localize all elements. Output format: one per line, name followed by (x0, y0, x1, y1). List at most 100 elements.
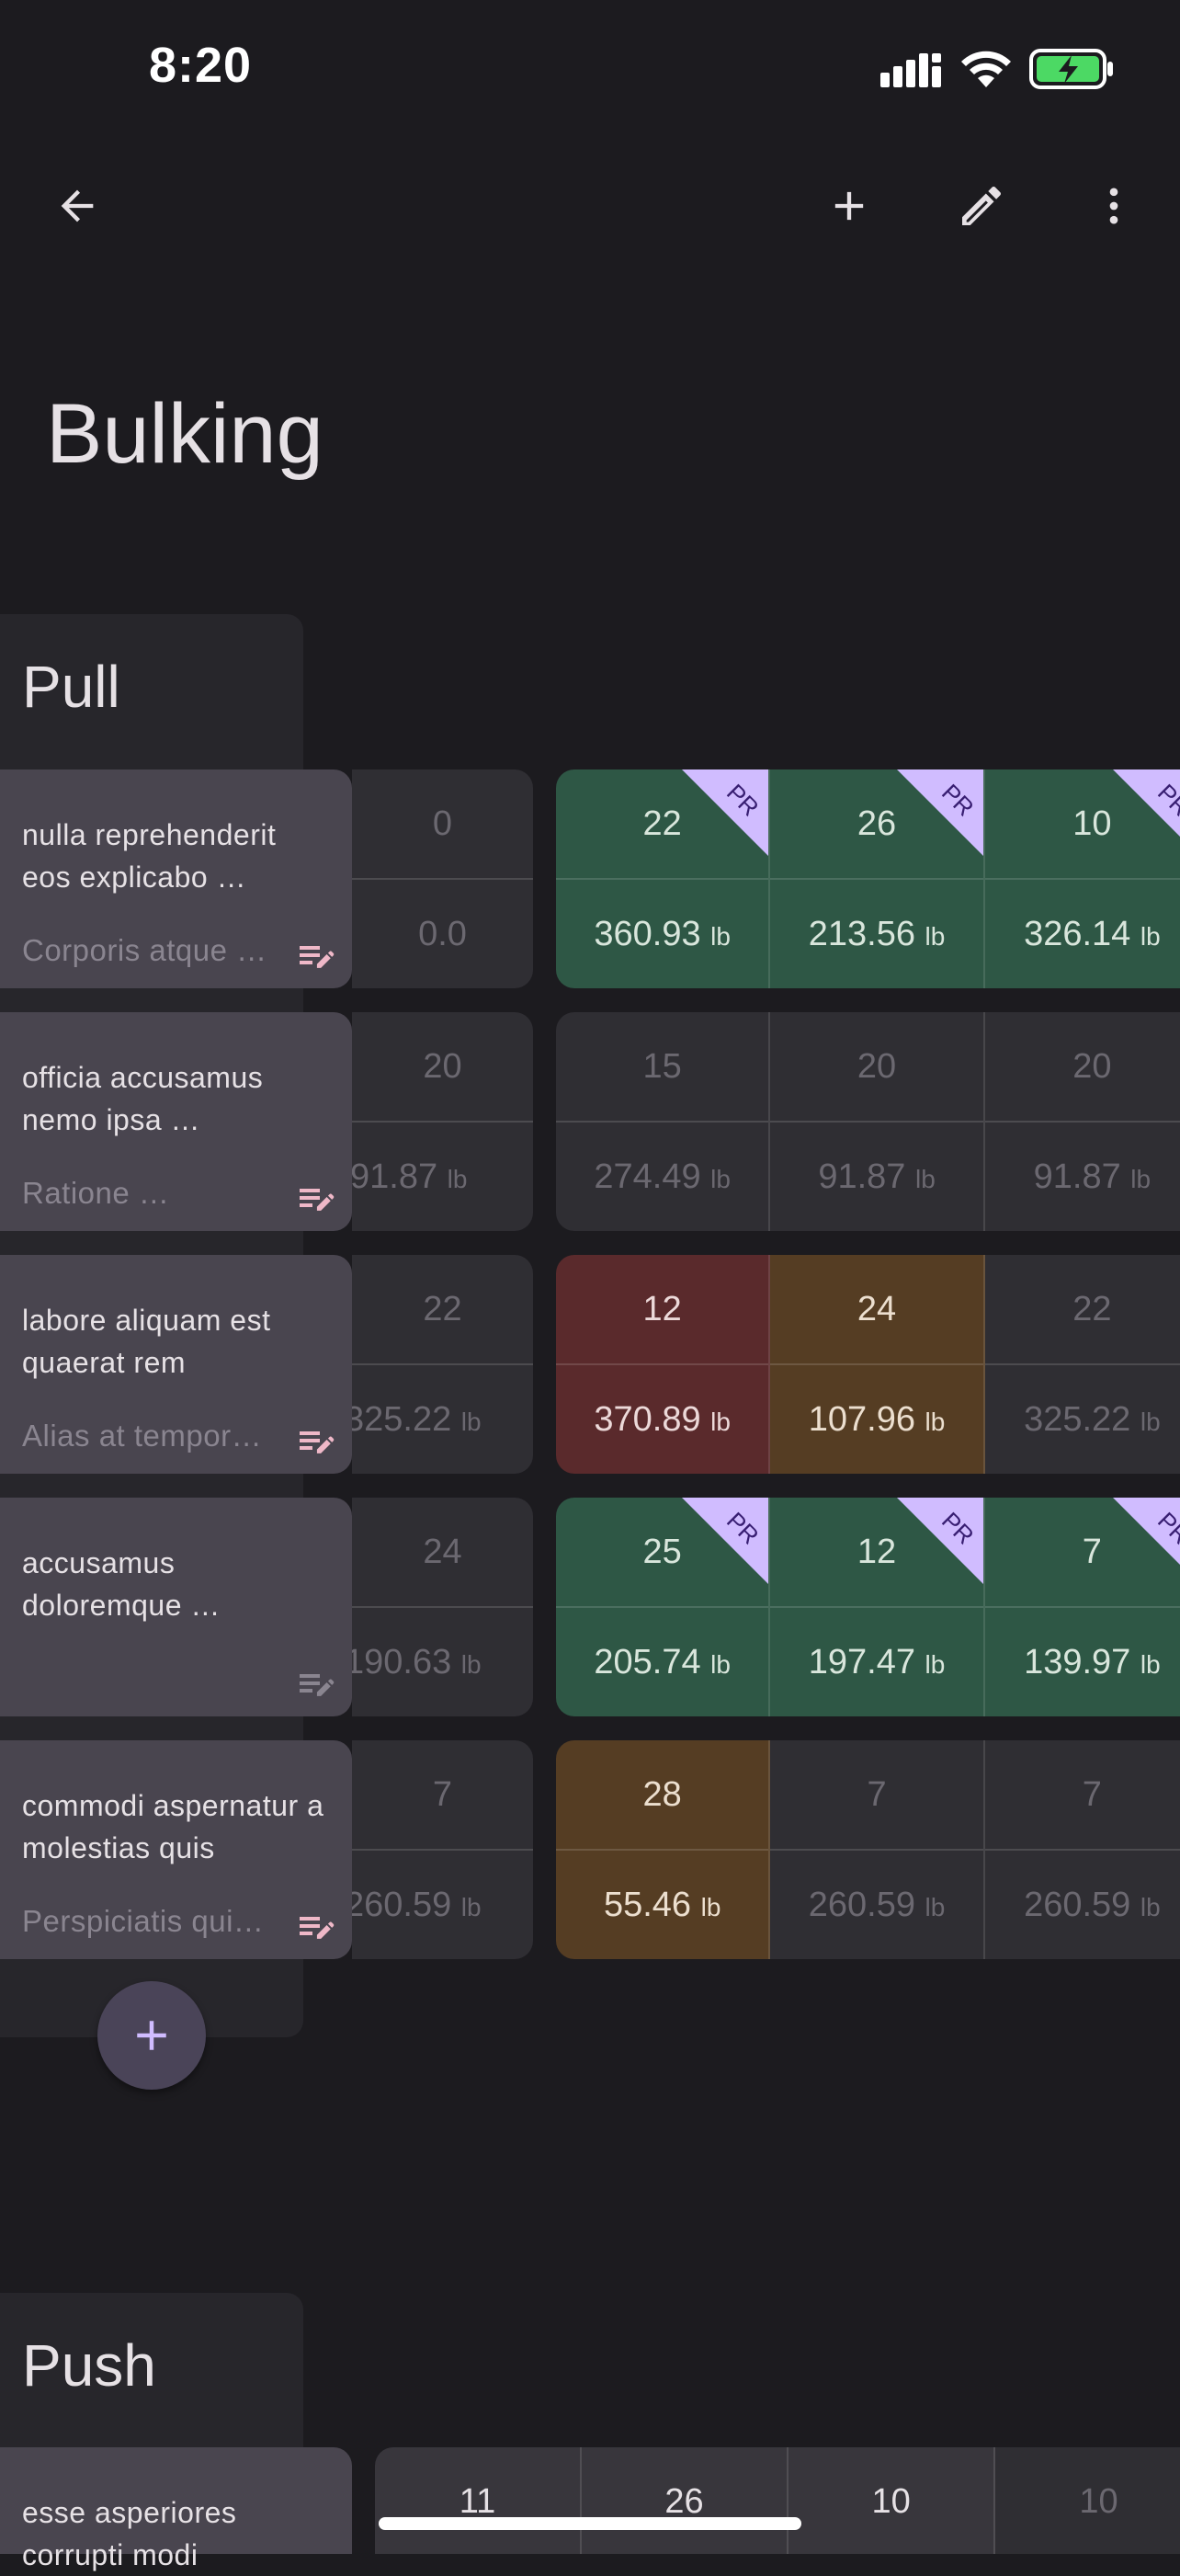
set-cell[interactable]: 22 325.22 lb (984, 1255, 1180, 1474)
back-button[interactable] (33, 162, 121, 250)
previous-reps: 0 (352, 769, 533, 880)
set-cell[interactable]: PR 25 205.74 lb (556, 1498, 771, 1716)
exercise-card[interactable]: officia accusamus nemo ipsa … Ratione … (0, 1012, 352, 1231)
exercise-card[interactable]: accusamus doloremque … (0, 1498, 352, 1716)
previous-weight: 190.63 lb (352, 1643, 482, 1681)
set-weight: 213.56 lb (808, 915, 946, 953)
set-cell[interactable]: 10 (995, 2447, 1180, 2554)
set-row: 11 26 10 10 (375, 2447, 1180, 2554)
set-weight: 260.59 lb (808, 1886, 946, 1924)
set-cell[interactable]: 28 55.46 lb (556, 1740, 771, 1959)
pencil-icon (962, 186, 1002, 225)
previous-set[interactable]: 0 0.0 (352, 769, 533, 988)
set-weight: 139.97 lb (1024, 1643, 1161, 1681)
arrow-left-icon (61, 189, 94, 222)
previous-reps: 24 (352, 1498, 533, 1608)
set-cell[interactable]: 24 107.96 lb (770, 1255, 985, 1474)
set-reps: 10 (1079, 2482, 1118, 2521)
set-weight: 260.59 lb (1024, 1886, 1161, 1924)
set-reps: 10 (984, 769, 1180, 880)
set-cell[interactable]: PR 26 213.56 lb (770, 769, 985, 988)
previous-reps: 7 (352, 1740, 533, 1851)
set-reps: 26 (770, 769, 983, 880)
set-row: 12 370.89 lb 24 107.96 lb 22 325.22 lb (556, 1255, 1180, 1474)
previous-weight: 325.22 lb (352, 1400, 482, 1439)
exercise-name: labore aliquam est quaerat rem (22, 1304, 271, 1379)
edit-note-icon[interactable] (294, 935, 338, 979)
edit-note-icon[interactable] (294, 1178, 338, 1222)
set-cell[interactable]: 7 260.59 lb (984, 1740, 1180, 1959)
cellular-signal-icon (880, 53, 941, 87)
set-cell[interactable]: 11 (375, 2447, 583, 2554)
exercise-note: Alias at tempor… (22, 1419, 263, 1453)
exercise-name: accusamus doloremque … (22, 1546, 221, 1622)
exercise-name: esse asperiores corrupti modi (22, 2496, 237, 2571)
exercise-note: Corporis atque … (22, 933, 267, 967)
set-reps: 22 (556, 769, 769, 880)
set-weight: 370.89 lb (594, 1400, 731, 1439)
status-icons (880, 48, 1116, 90)
set-cell[interactable]: PR 10 326.14 lb (984, 769, 1180, 988)
set-reps: 7 (770, 1740, 983, 1851)
page-title: Bulking (46, 387, 323, 481)
add-exercise-button[interactable] (97, 1981, 206, 2090)
set-weight: 107.96 lb (808, 1400, 946, 1439)
section-title-pull: Pull (22, 654, 120, 720)
set-cell[interactable]: 10 (789, 2447, 996, 2554)
set-weight: 205.74 lb (594, 1643, 731, 1681)
set-cell[interactable]: 12 370.89 lb (556, 1255, 771, 1474)
previous-weight: 91.87 lb (352, 1157, 468, 1196)
set-row: PR 22 360.93 lb PR 26 213.56 lb PR 10 32… (556, 769, 1180, 988)
plus-icon (834, 191, 864, 221)
exercise-card[interactable]: labore aliquam est quaerat rem Alias at … (0, 1255, 352, 1474)
set-cell[interactable]: 26 (582, 2447, 789, 2554)
edit-note-icon[interactable] (294, 1906, 338, 1950)
wifi-icon (961, 51, 1011, 87)
set-cell[interactable]: PR 12 197.47 lb (770, 1498, 985, 1716)
set-reps: 15 (556, 1012, 769, 1123)
exercise-note: Perspiciatis qui… (22, 1904, 265, 1938)
edit-note-icon[interactable] (294, 1420, 338, 1465)
plus-icon (137, 2021, 166, 2050)
set-weight: 274.49 lb (594, 1157, 731, 1196)
set-cell[interactable]: 15 274.49 lb (556, 1012, 771, 1231)
edit-note-icon[interactable] (294, 1663, 338, 1707)
add-button[interactable] (805, 162, 893, 250)
more-options-button[interactable] (1070, 162, 1158, 250)
set-reps: 28 (556, 1740, 769, 1851)
set-weight: 360.93 lb (594, 915, 731, 953)
set-row: 15 274.49 lb 20 91.87 lb 20 91.87 lb (556, 1012, 1180, 1231)
set-reps: 11 (459, 2482, 496, 2521)
pr-badge: PR (1113, 1498, 1180, 1584)
previous-set[interactable]: 7 260.59 lb (352, 1740, 533, 1959)
edit-button[interactable] (937, 162, 1026, 250)
exercise-card[interactable]: esse asperiores corrupti modi (0, 2447, 352, 2571)
previous-set[interactable]: 22 325.22 lb (352, 1255, 533, 1474)
set-cell[interactable]: PR 7 139.97 lb (984, 1498, 1180, 1716)
previous-reps: 20 (352, 1012, 533, 1123)
pr-badge: PR (896, 1498, 983, 1584)
set-weight: 325.22 lb (1024, 1400, 1161, 1439)
more-vert-icon (1109, 188, 1118, 224)
exercise-card[interactable]: nulla reprehenderit eos explicabo … Corp… (0, 769, 352, 988)
home-indicator[interactable] (379, 2517, 801, 2530)
battery-charging-icon (1029, 49, 1113, 89)
exercise-name: commodi aspernatur a molestias quis (22, 1789, 324, 1864)
previous-set[interactable]: 20 91.87 lb (352, 1012, 533, 1231)
set-cell[interactable]: 7 260.59 lb (770, 1740, 985, 1959)
set-cell[interactable]: PR 22 360.93 lb (556, 769, 771, 988)
previous-set[interactable]: 24 190.63 lb (352, 1498, 533, 1716)
set-weight: 55.46 lb (603, 1886, 721, 1924)
set-cell[interactable]: 20 91.87 lb (984, 1012, 1180, 1231)
pr-badge: PR (1113, 769, 1180, 856)
exercise-card[interactable]: commodi aspernatur a molestias quis Pers… (0, 1740, 352, 1959)
set-weight: 91.87 lb (818, 1157, 936, 1196)
set-reps: 7 (984, 1740, 1180, 1851)
set-row: 28 55.46 lb 7 260.59 lb 7 260.59 lb (556, 1740, 1180, 1959)
previous-reps: 22 (352, 1255, 533, 1365)
set-weight: 326.14 lb (1024, 915, 1161, 953)
set-cell[interactable]: 20 91.87 lb (770, 1012, 985, 1231)
status-time: 8:20 (149, 38, 253, 93)
set-reps: 12 (556, 1255, 769, 1365)
set-reps: 10 (871, 2482, 911, 2521)
